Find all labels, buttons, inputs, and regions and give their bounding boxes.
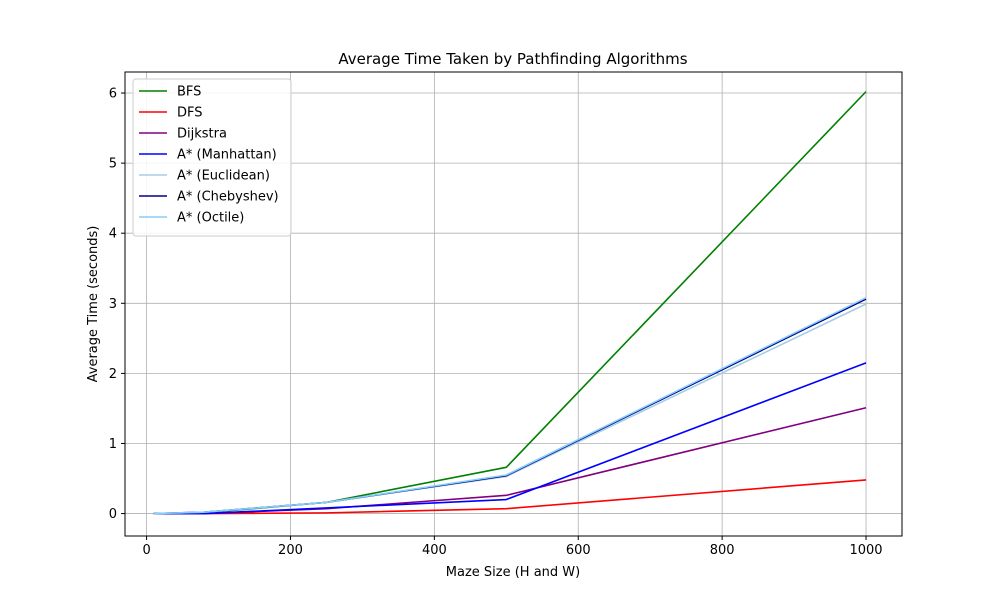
y-tick-label: 0	[109, 507, 117, 522]
series-line-a-octile	[153, 296, 867, 515]
y-tick-label: 2	[109, 367, 117, 382]
x-axis-ticks: 0 200 400 600 800 1000	[142, 536, 883, 558]
y-axis-title: Average Time (seconds)	[86, 226, 101, 383]
x-axis-title: Maze Size (H and W)	[446, 565, 580, 580]
chart-title: Average Time Taken by Pathfinding Algori…	[338, 50, 687, 68]
x-tick-label: 0	[142, 543, 150, 558]
series-line-a-chebyshev	[153, 298, 867, 515]
plot-frame	[124, 71, 903, 537]
series-lines	[153, 91, 867, 515]
series-line-a-manhattan	[153, 362, 867, 515]
legend-label-a-octile: A* (Octile)	[177, 211, 244, 226]
legend-label-dijkstra: Dijkstra	[177, 127, 227, 142]
y-tick-label: 4	[109, 227, 117, 242]
legend-label-dfs: DFS	[177, 106, 203, 121]
y-axis-ticks: 0 1 2 3 4 5 6	[109, 87, 125, 522]
legend-label-bfs: BFS	[177, 85, 201, 100]
x-tick-label: 400	[422, 543, 447, 558]
x-tick-label: 800	[710, 543, 735, 558]
series-line-a-euclidean	[153, 303, 867, 515]
x-tick-label: 600	[566, 543, 591, 558]
x-tick-label: 200	[278, 543, 303, 558]
y-tick-label: 6	[109, 87, 117, 102]
x-tick-label: 1000	[849, 543, 882, 558]
legend-label-a-manhattan: A* (Manhattan)	[177, 148, 277, 163]
y-tick-label: 5	[109, 157, 117, 172]
legend: BFS DFS Dijkstra A* (Manhattan) A* (Euclidea…	[132, 78, 292, 237]
legend-label-a-euclidean: A* (Euclidean)	[177, 169, 270, 184]
y-tick-label: 1	[109, 437, 117, 452]
legend-frame	[132, 78, 292, 237]
legend-label-a-chebyshev: A* (Chebyshev)	[177, 190, 279, 205]
y-tick-label: 3	[109, 297, 117, 312]
